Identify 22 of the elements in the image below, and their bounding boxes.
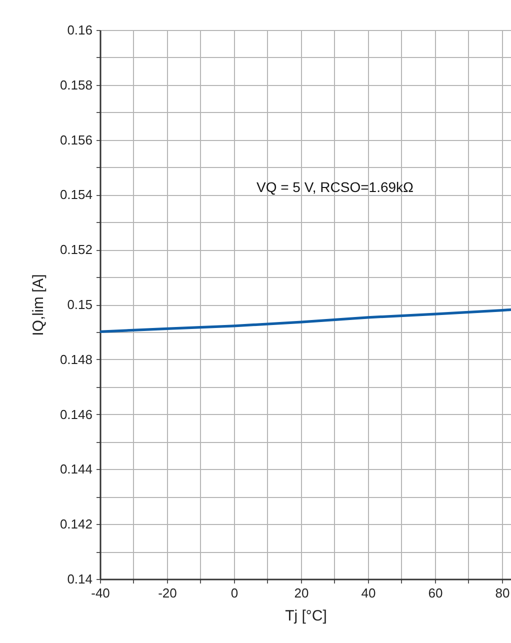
x-tick-label: 20 <box>294 586 309 600</box>
y-tick-label: 0.144 <box>60 462 92 477</box>
y-tick-label: 0.146 <box>60 406 92 422</box>
x-tick-label: 80 <box>495 586 510 600</box>
y-tick-label: 0.156 <box>60 132 92 148</box>
y-tick-label: 0.148 <box>60 352 92 367</box>
y-tick-label: 0.158 <box>60 77 92 92</box>
x-axis-title: Tj [°C] <box>285 608 327 624</box>
x-tick-label: -20 <box>158 586 177 600</box>
y-tick-label: 0.152 <box>60 242 92 258</box>
annotation: VQ = 5 V, RCSO=1.69kΩ <box>256 179 414 195</box>
x-tick-label: -40 <box>91 586 110 600</box>
y-tick-label: 0.142 <box>60 516 92 532</box>
y-tick-label: 0.15 <box>67 297 92 312</box>
y-tick-label: 0.14 <box>67 572 92 586</box>
x-tick-label: 0 <box>230 586 238 600</box>
x-tick-label: 40 <box>361 586 376 600</box>
y-tick-label: 0.16 <box>67 22 92 38</box>
x-tick-label: 60 <box>428 586 443 600</box>
y-axis-title: IQ,lim [A] <box>30 274 47 336</box>
line-series <box>100 308 511 333</box>
y-tick-label: 0.154 <box>60 187 92 202</box>
